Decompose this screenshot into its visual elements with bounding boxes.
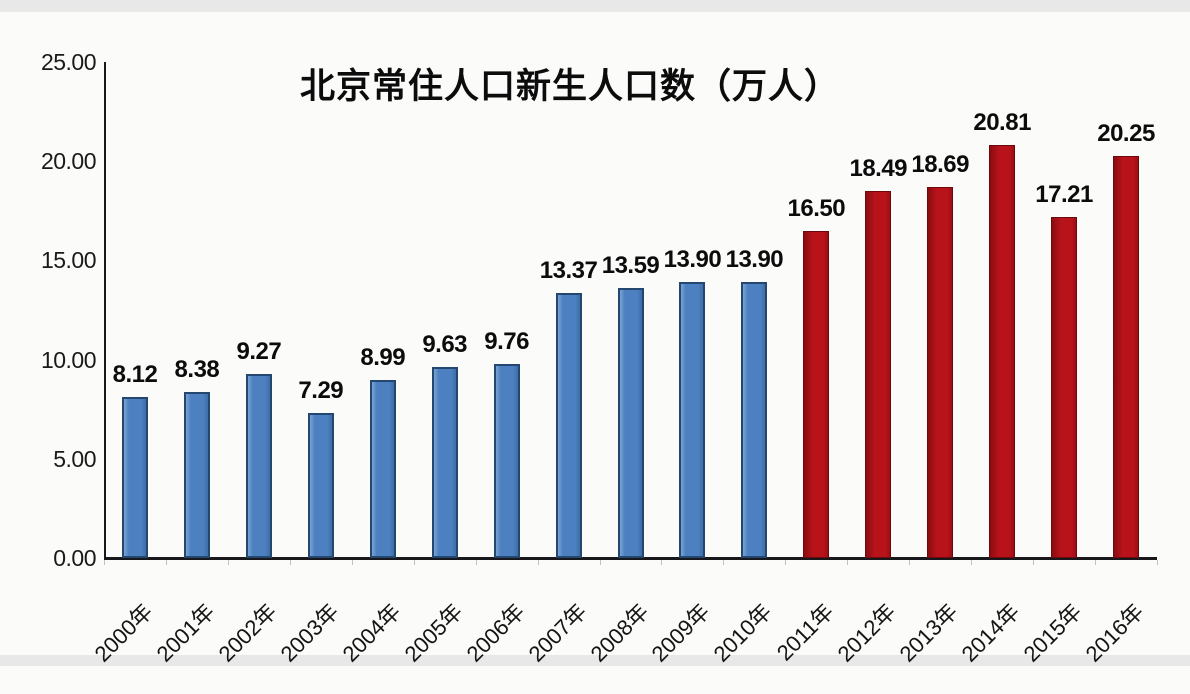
bar-2002年 (245, 374, 272, 558)
y-tick-label: 20.00 (40, 148, 97, 175)
bar-2014年 (989, 145, 1016, 558)
axis-boundary-tick (971, 560, 973, 565)
bar-value-label: 17.21 (1035, 180, 1093, 208)
y-tick-label: 5.00 (53, 445, 96, 472)
bar-value-label: 8.99 (360, 343, 406, 371)
bar-value-label: 13.37 (539, 256, 598, 284)
bar-2009年 (679, 282, 706, 558)
bar-value-label: 13.90 (725, 246, 784, 274)
top-edge-strip (0, 0, 1190, 12)
bar-value-label: 7.29 (298, 377, 344, 405)
bar-value-label: 18.49 (849, 155, 908, 183)
axis-boundary-tick (909, 560, 911, 565)
axis-boundary-tick (475, 560, 477, 565)
bar-2001年 (183, 391, 210, 558)
axis-boundary-tick (723, 560, 725, 565)
y-tick-label: 25.00 (40, 49, 97, 75)
y-tick-label: 0.00 (53, 545, 96, 571)
bar-2005年 (431, 366, 458, 558)
bar-2011年 (803, 230, 830, 558)
bar-value-label: 18.69 (911, 151, 969, 179)
bar-value-label: 20.81 (973, 109, 1031, 137)
bottom-edge-strip (0, 655, 1190, 666)
axis-boundary-tick (1157, 560, 1158, 565)
axis-boundary-tick (537, 560, 539, 565)
axis-boundary-tick (351, 560, 353, 565)
y-axis-line (104, 62, 106, 558)
bar-2010年 (741, 282, 768, 558)
axis-boundary-tick (413, 560, 415, 565)
bar-value-label: 8.12 (112, 360, 158, 388)
x-axis-line (104, 557, 1157, 560)
axis-boundary-tick (165, 560, 167, 565)
bar-value-label: 13.90 (663, 246, 722, 274)
chart-title: 北京常住人口新生人口数（万人） (299, 67, 840, 106)
bar-2015年 (1051, 216, 1078, 558)
bar-2013年 (927, 187, 954, 558)
bar-value-label: 9.76 (484, 328, 529, 356)
axis-boundary-tick (847, 560, 849, 565)
axis-boundary-tick (1095, 560, 1097, 565)
bar-2012年 (865, 191, 892, 558)
axis-boundary-tick (289, 560, 291, 565)
bar-2006年 (493, 364, 520, 558)
axis-boundary-tick (227, 560, 229, 565)
bar-value-label: 13.59 (601, 252, 660, 280)
bar-2003年 (307, 413, 334, 558)
chart-image: { "chart_data": { "type": "bar", "title"… (0, 0, 1190, 667)
bar-value-label: 20.25 (1097, 120, 1155, 148)
bar-value-label: 9.63 (422, 330, 468, 358)
bar-value-label: 9.27 (236, 338, 282, 366)
axis-boundary-tick (785, 560, 787, 565)
bar-2004年 (369, 379, 396, 558)
axis-boundary-tick (104, 560, 105, 565)
axis-boundary-tick (1033, 560, 1035, 565)
y-tick-label: 10.00 (40, 346, 97, 373)
bar-value-label: 8.38 (174, 355, 220, 383)
bar-2008年 (617, 288, 644, 558)
y-tick-label: 15.00 (40, 247, 97, 274)
bar-value-label: 16.50 (787, 194, 846, 222)
bar-2016年 (1113, 156, 1140, 558)
bar-2007年 (555, 292, 582, 558)
bar-2000年 (121, 396, 148, 558)
axis-boundary-tick (661, 560, 663, 565)
axis-boundary-tick (599, 560, 601, 565)
